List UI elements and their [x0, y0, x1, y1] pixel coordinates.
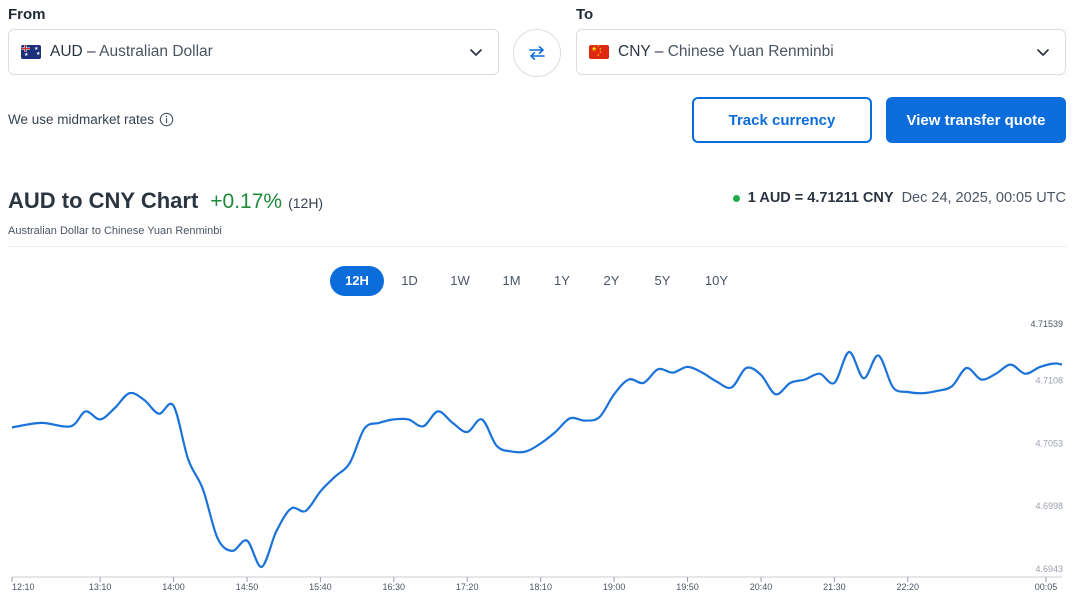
to-currency-name: Chinese Yuan Renminbi — [667, 43, 834, 60]
tab-5y[interactable]: 5Y — [654, 273, 671, 288]
y-tick-label: 4.6943 — [1035, 564, 1063, 574]
x-tick-label: 19:00 — [603, 582, 626, 592]
change-period: (12H) — [288, 195, 324, 211]
x-tick-label: 13:10 — [89, 582, 112, 592]
change-percent: +0.17% — [210, 190, 283, 213]
tab-12h[interactable]: 12H — [330, 266, 384, 296]
rate-timestamp: Dec 24, 2025, 00:05 UTC — [901, 190, 1066, 206]
x-tick-label: 19:50 — [676, 582, 699, 592]
tab-1y[interactable]: 1Y — [554, 273, 570, 288]
rate-chart[interactable]: 4.6943 4.6998 4.7053 4.7108 4.71539 12:10 13:… — [0, 300, 1080, 596]
rate-series-line — [11, 350, 1063, 568]
swap-currencies-button[interactable] — [513, 29, 561, 77]
to-currency-code: CNY — [618, 43, 651, 60]
australia-flag-icon: ★ ★ ★ — [21, 45, 41, 59]
x-tick-label: 14:00 — [162, 582, 185, 592]
y-tick-label: 4.6998 — [1035, 501, 1063, 511]
period-tabs: 12H 1D 1W 1M 1Y 2Y 5Y 10Y — [330, 266, 745, 296]
tab-1d[interactable]: 1D — [401, 273, 418, 288]
from-currency-code: AUD — [50, 43, 83, 60]
x-tick-label: 17:20 — [456, 582, 479, 592]
x-tick-label: 00:05 — [1035, 582, 1058, 592]
track-currency-button[interactable]: Track currency — [692, 97, 872, 143]
tab-1w[interactable]: 1W — [450, 273, 470, 288]
live-status-dot — [732, 194, 740, 202]
from-currency-separator: – — [82, 43, 100, 60]
swap-arrows-icon — [529, 46, 545, 60]
from-currency-select[interactable]: ★ ★ ★ AUD – Australian Dollar — [8, 29, 499, 75]
tab-10y[interactable]: 10Y — [704, 273, 729, 288]
rate-value: 1 AUD = 4.71211 CNY — [747, 190, 894, 206]
y-tick-label: 4.7053 — [1035, 438, 1063, 448]
from-currency-name: Australian Dollar — [99, 43, 213, 60]
divider — [8, 246, 1066, 247]
x-tick-label: 15:40 — [309, 582, 332, 592]
chart-title: AUD to CNY Chart — [8, 188, 199, 213]
tab-1m[interactable]: 1M — [502, 273, 521, 288]
x-tick-label: 14:50 — [236, 582, 259, 592]
midmarket-text: We use midmarket rates — [8, 112, 155, 127]
y-tick-label: 4.7108 — [1035, 376, 1063, 386]
x-tick-label: 12:10 — [12, 582, 35, 592]
to-label: To — [576, 6, 594, 23]
chart-header: AUD to CNY Chart +0.17% (12H) — [8, 188, 323, 214]
live-rate: 1 AUD = 4.71211 CNY Dec 24, 2025, 00:05 … — [732, 190, 1066, 206]
from-label: From — [8, 6, 46, 23]
to-currency-select[interactable]: ★ ★ ★ ★ ★ CNY – Chinese Yuan Renminbi — [576, 29, 1066, 75]
view-transfer-quote-button[interactable]: View transfer quote — [886, 97, 1066, 143]
china-flag-icon: ★ ★ ★ ★ ★ — [589, 45, 609, 59]
to-currency-separator: – — [650, 43, 668, 60]
midmarket-note: We use midmarket rates — [8, 112, 174, 127]
chart-subtitle: Australian Dollar to Chinese Yuan Renmin… — [8, 225, 222, 237]
x-tick-label: 21:30 — [823, 582, 846, 592]
x-tick-label: 18:10 — [529, 582, 552, 592]
x-tick-label: 22:20 — [897, 582, 920, 592]
x-tick-label: 20:40 — [750, 582, 773, 592]
x-tick-label: 16:30 — [383, 582, 406, 592]
chevron-down-icon — [470, 49, 482, 56]
y-tick-label: 4.71539 — [1030, 319, 1063, 329]
chevron-down-icon — [1037, 49, 1049, 56]
tab-2y[interactable]: 2Y — [603, 273, 620, 288]
info-icon[interactable] — [159, 112, 174, 127]
